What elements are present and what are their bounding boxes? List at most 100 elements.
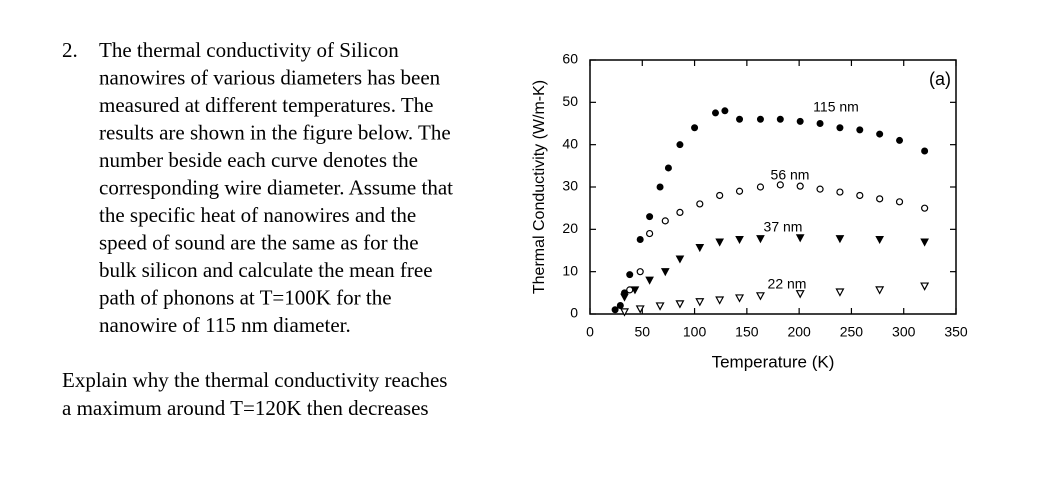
y-tick-label: 40: [562, 135, 578, 151]
x-tick-label: 300: [892, 324, 916, 340]
followup-line: Explain why the thermal conductivity rea…: [62, 368, 447, 392]
data-point: [675, 300, 685, 309]
data-point: [876, 195, 884, 203]
data-point: [636, 235, 644, 243]
data-point: [655, 302, 665, 311]
data-point: [875, 286, 885, 295]
question-line: number beside each curve denotes the: [99, 148, 418, 172]
data-point: [620, 308, 630, 317]
data-point: [676, 141, 684, 149]
data-point: [735, 187, 744, 195]
data-point: [895, 198, 904, 206]
data-point: [875, 235, 885, 245]
data-point: [856, 126, 864, 134]
question-line: nanowire of 115 nm diameter.: [99, 313, 351, 337]
y-tick-label: 60: [562, 51, 578, 67]
y-axis-label: Thermal Conductivity (W/m-K): [531, 80, 548, 294]
x-axis-label: Temperature (K): [712, 352, 835, 371]
data-point: [656, 183, 664, 191]
y-tick-label: 30: [562, 178, 578, 194]
data-point: [921, 147, 929, 155]
x-tick-label: 150: [735, 324, 759, 340]
data-point: [796, 182, 804, 190]
data-point: [835, 288, 845, 297]
data-point: [756, 115, 764, 123]
data-point: [645, 276, 654, 285]
data-point: [635, 305, 645, 314]
data-point: [756, 183, 765, 191]
data-point: [646, 229, 654, 238]
data-point: [876, 130, 884, 138]
question-line: bulk silicon and calculate the mean free: [99, 258, 433, 282]
followup-line: a maximum around T=120K then decreases: [62, 396, 429, 420]
data-point: [816, 185, 824, 193]
question: 2. The thermal conductivity of Silicon na…: [62, 38, 453, 337]
data-point: [920, 282, 930, 291]
data-point: [735, 294, 745, 303]
series-label: 56 nm: [771, 167, 810, 183]
data-point: [611, 306, 619, 314]
y-tick-label: 0: [570, 305, 578, 321]
data-point: [636, 268, 644, 276]
data-point: [620, 293, 629, 302]
data-point: [696, 200, 704, 208]
data-point: [721, 107, 729, 115]
data-point: [630, 286, 640, 295]
data-point: [835, 235, 845, 244]
question-line: results are shown in the figure below. T…: [99, 120, 451, 144]
question-line: path of phonons at T=100K for the: [99, 285, 392, 309]
x-tick-label: 200: [787, 324, 811, 340]
data-point: [756, 235, 765, 244]
followup: Explain why the thermal conductivity rea…: [62, 368, 447, 420]
data-point: [896, 136, 904, 144]
question-line: speed of sound are the same as for the: [99, 230, 419, 254]
data-point: [735, 235, 744, 245]
data-point: [836, 124, 844, 132]
data-point: [646, 213, 654, 221]
data-point: [616, 302, 624, 310]
question-line: measured at different temperatures. The: [99, 93, 434, 117]
data-point: [691, 124, 699, 132]
data-point: [676, 208, 684, 216]
data-point: [796, 117, 804, 125]
question-line: nanowires of various diameters has been: [99, 65, 441, 89]
y-tick-label: 50: [562, 93, 578, 109]
x-tick-label: 350: [944, 324, 968, 340]
data-point: [715, 238, 725, 247]
data-point: [695, 244, 705, 253]
data-point: [920, 238, 929, 247]
question-number: 2.: [62, 38, 78, 62]
data-point: [711, 109, 719, 117]
data-point: [716, 191, 724, 200]
data-point: [776, 115, 784, 123]
data-point: [776, 181, 784, 189]
series-label: 37 nm: [764, 219, 803, 235]
question-line: the specific heat of nanowires and the: [99, 203, 416, 227]
data-point: [660, 268, 670, 277]
x-tick-label: 0: [586, 324, 594, 340]
chart: (a) Temperature (K) Thermal Conductivity…: [531, 51, 968, 372]
data-point: [626, 271, 634, 279]
data-point: [856, 191, 864, 200]
panel-label: (a): [929, 69, 951, 89]
data-point: [675, 255, 685, 264]
series-label: 115 nm: [813, 99, 859, 115]
y-tick-label: 20: [562, 220, 578, 236]
data-point: [921, 204, 929, 212]
series-label: 22 nm: [768, 276, 807, 292]
question-line: corresponding wire diameter. Assume that: [99, 175, 453, 199]
data-point: [755, 292, 765, 301]
data-point: [836, 188, 844, 196]
data-point: [795, 290, 805, 299]
data-point: [795, 234, 805, 243]
data-point: [695, 298, 705, 307]
data-point: [661, 217, 669, 225]
question-line: The thermal conductivity of Silicon: [99, 38, 399, 62]
x-tick-label: 50: [634, 324, 650, 340]
data-point: [715, 296, 725, 305]
data-point: [664, 164, 672, 172]
y-tick-label: 10: [562, 262, 578, 278]
data-point: [736, 115, 744, 123]
x-tick-label: 250: [840, 324, 864, 340]
